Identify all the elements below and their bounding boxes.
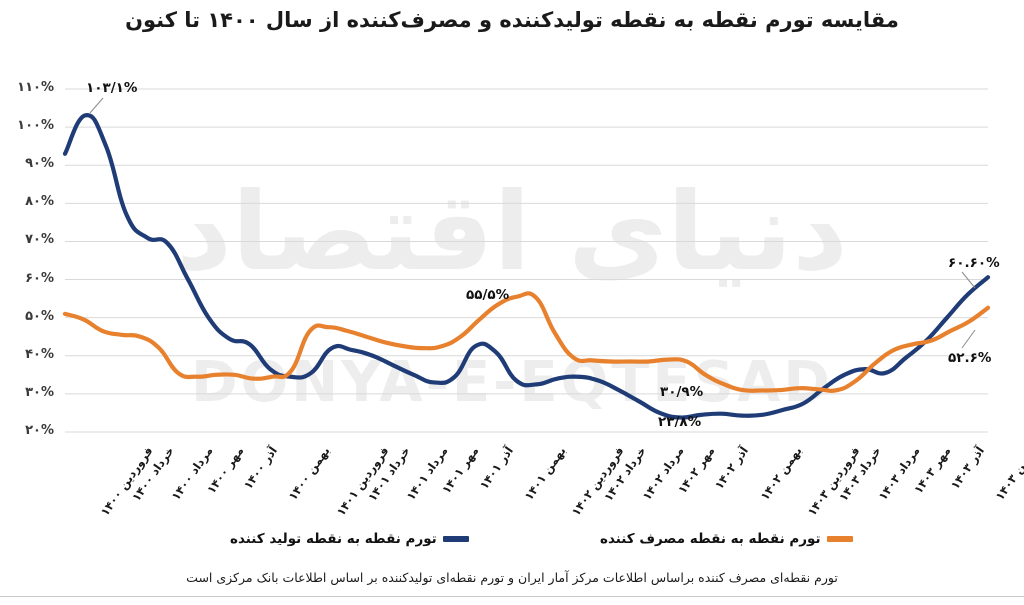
page-title: مقایسه تورم نقطه به نقطه تولیدکننده و مص… <box>125 8 899 32</box>
data-point-label: ۶۰.۶۰% <box>948 255 1000 271</box>
gridlines <box>65 88 988 433</box>
data-point-label: ۳۰/۹% <box>660 384 704 400</box>
data-point-label: ۱۰۳/۱% <box>86 80 138 96</box>
y-axis-tick-label: ۶۰% <box>25 270 54 286</box>
legend-color-swatch <box>442 536 469 542</box>
y-axis-tick-label: ۱۱۰% <box>17 80 54 95</box>
y-axis-tick-label: ۳۰% <box>25 384 54 400</box>
series-lines <box>62 113 991 420</box>
series-line <box>62 291 991 393</box>
y-axis-tick-label: ۵۰% <box>25 308 54 324</box>
legend-label: تورم نقطه به نقطه مصرف کننده <box>600 531 821 547</box>
chart-footnote: تورم نقطه‌ای مصرف کننده براساس اطلاعات م… <box>186 570 838 585</box>
legend-color-swatch <box>826 536 853 542</box>
y-axis-tick-label: ۷۰% <box>25 232 54 248</box>
chart-legend: تورم نقطه به نقطه مصرف کننده تورم نقطه به… <box>0 531 1024 553</box>
data-point-label: ۵۵/۵% <box>466 287 510 303</box>
legend-item[interactable]: تورم نقطه به نقطه مصرف کننده <box>600 531 853 547</box>
footer-divider <box>0 596 1024 597</box>
y-axis-tick-label: ۸۰% <box>25 194 54 210</box>
y-axis-tick-label: ۴۰% <box>25 346 54 362</box>
legend-label: تورم نقطه به نقطه تولید کننده <box>230 531 437 547</box>
annotation-leader-lines <box>89 97 976 349</box>
data-point-label: ۵۲.۶% <box>948 350 992 366</box>
y-axis-tick-label: ۲۰% <box>25 423 54 438</box>
data-point-label: ۲۳/۸% <box>658 414 702 430</box>
series-line <box>62 113 991 420</box>
y-axis-tick-label: ۹۰% <box>25 156 54 172</box>
y-axis-tick-label: ۱۰۰% <box>17 118 54 134</box>
legend-item[interactable]: تورم نقطه به نقطه تولید کننده <box>230 531 469 547</box>
